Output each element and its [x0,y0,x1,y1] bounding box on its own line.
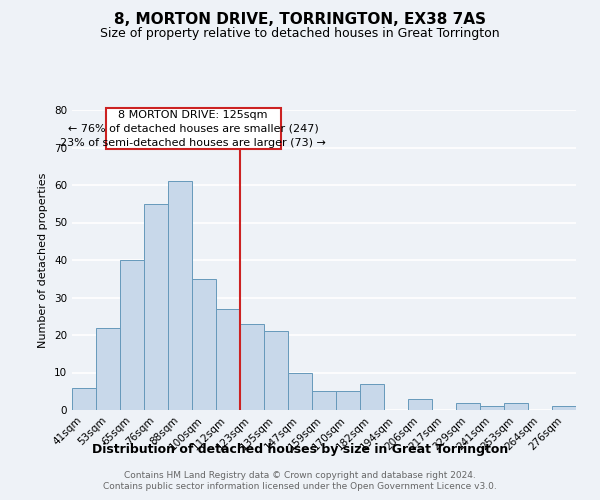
FancyBboxPatch shape [106,108,281,150]
Bar [504,402,528,410]
Y-axis label: Number of detached properties: Number of detached properties [38,172,49,348]
Bar [336,391,360,410]
Bar [312,391,336,410]
Bar [408,399,432,410]
Bar [360,384,384,410]
Bar [120,260,144,410]
Bar [168,181,192,410]
Bar [72,388,96,410]
Text: 8 MORTON DRIVE: 125sqm
← 76% of detached houses are smaller (247)
23% of semi-de: 8 MORTON DRIVE: 125sqm ← 76% of detached… [60,110,326,148]
Text: Contains HM Land Registry data © Crown copyright and database right 2024.: Contains HM Land Registry data © Crown c… [124,471,476,480]
Text: Distribution of detached houses by size in Great Torrington: Distribution of detached houses by size … [92,442,508,456]
Bar [192,279,216,410]
Text: Size of property relative to detached houses in Great Torrington: Size of property relative to detached ho… [100,28,500,40]
Bar [480,406,504,410]
Text: 8, MORTON DRIVE, TORRINGTON, EX38 7AS: 8, MORTON DRIVE, TORRINGTON, EX38 7AS [114,12,486,28]
Text: Contains public sector information licensed under the Open Government Licence v3: Contains public sector information licen… [103,482,497,491]
Bar [552,406,576,410]
Bar [264,331,288,410]
Bar [288,372,312,410]
Bar [96,328,120,410]
Bar [144,204,168,410]
Bar [240,324,264,410]
Bar [216,308,240,410]
Bar [456,402,480,410]
